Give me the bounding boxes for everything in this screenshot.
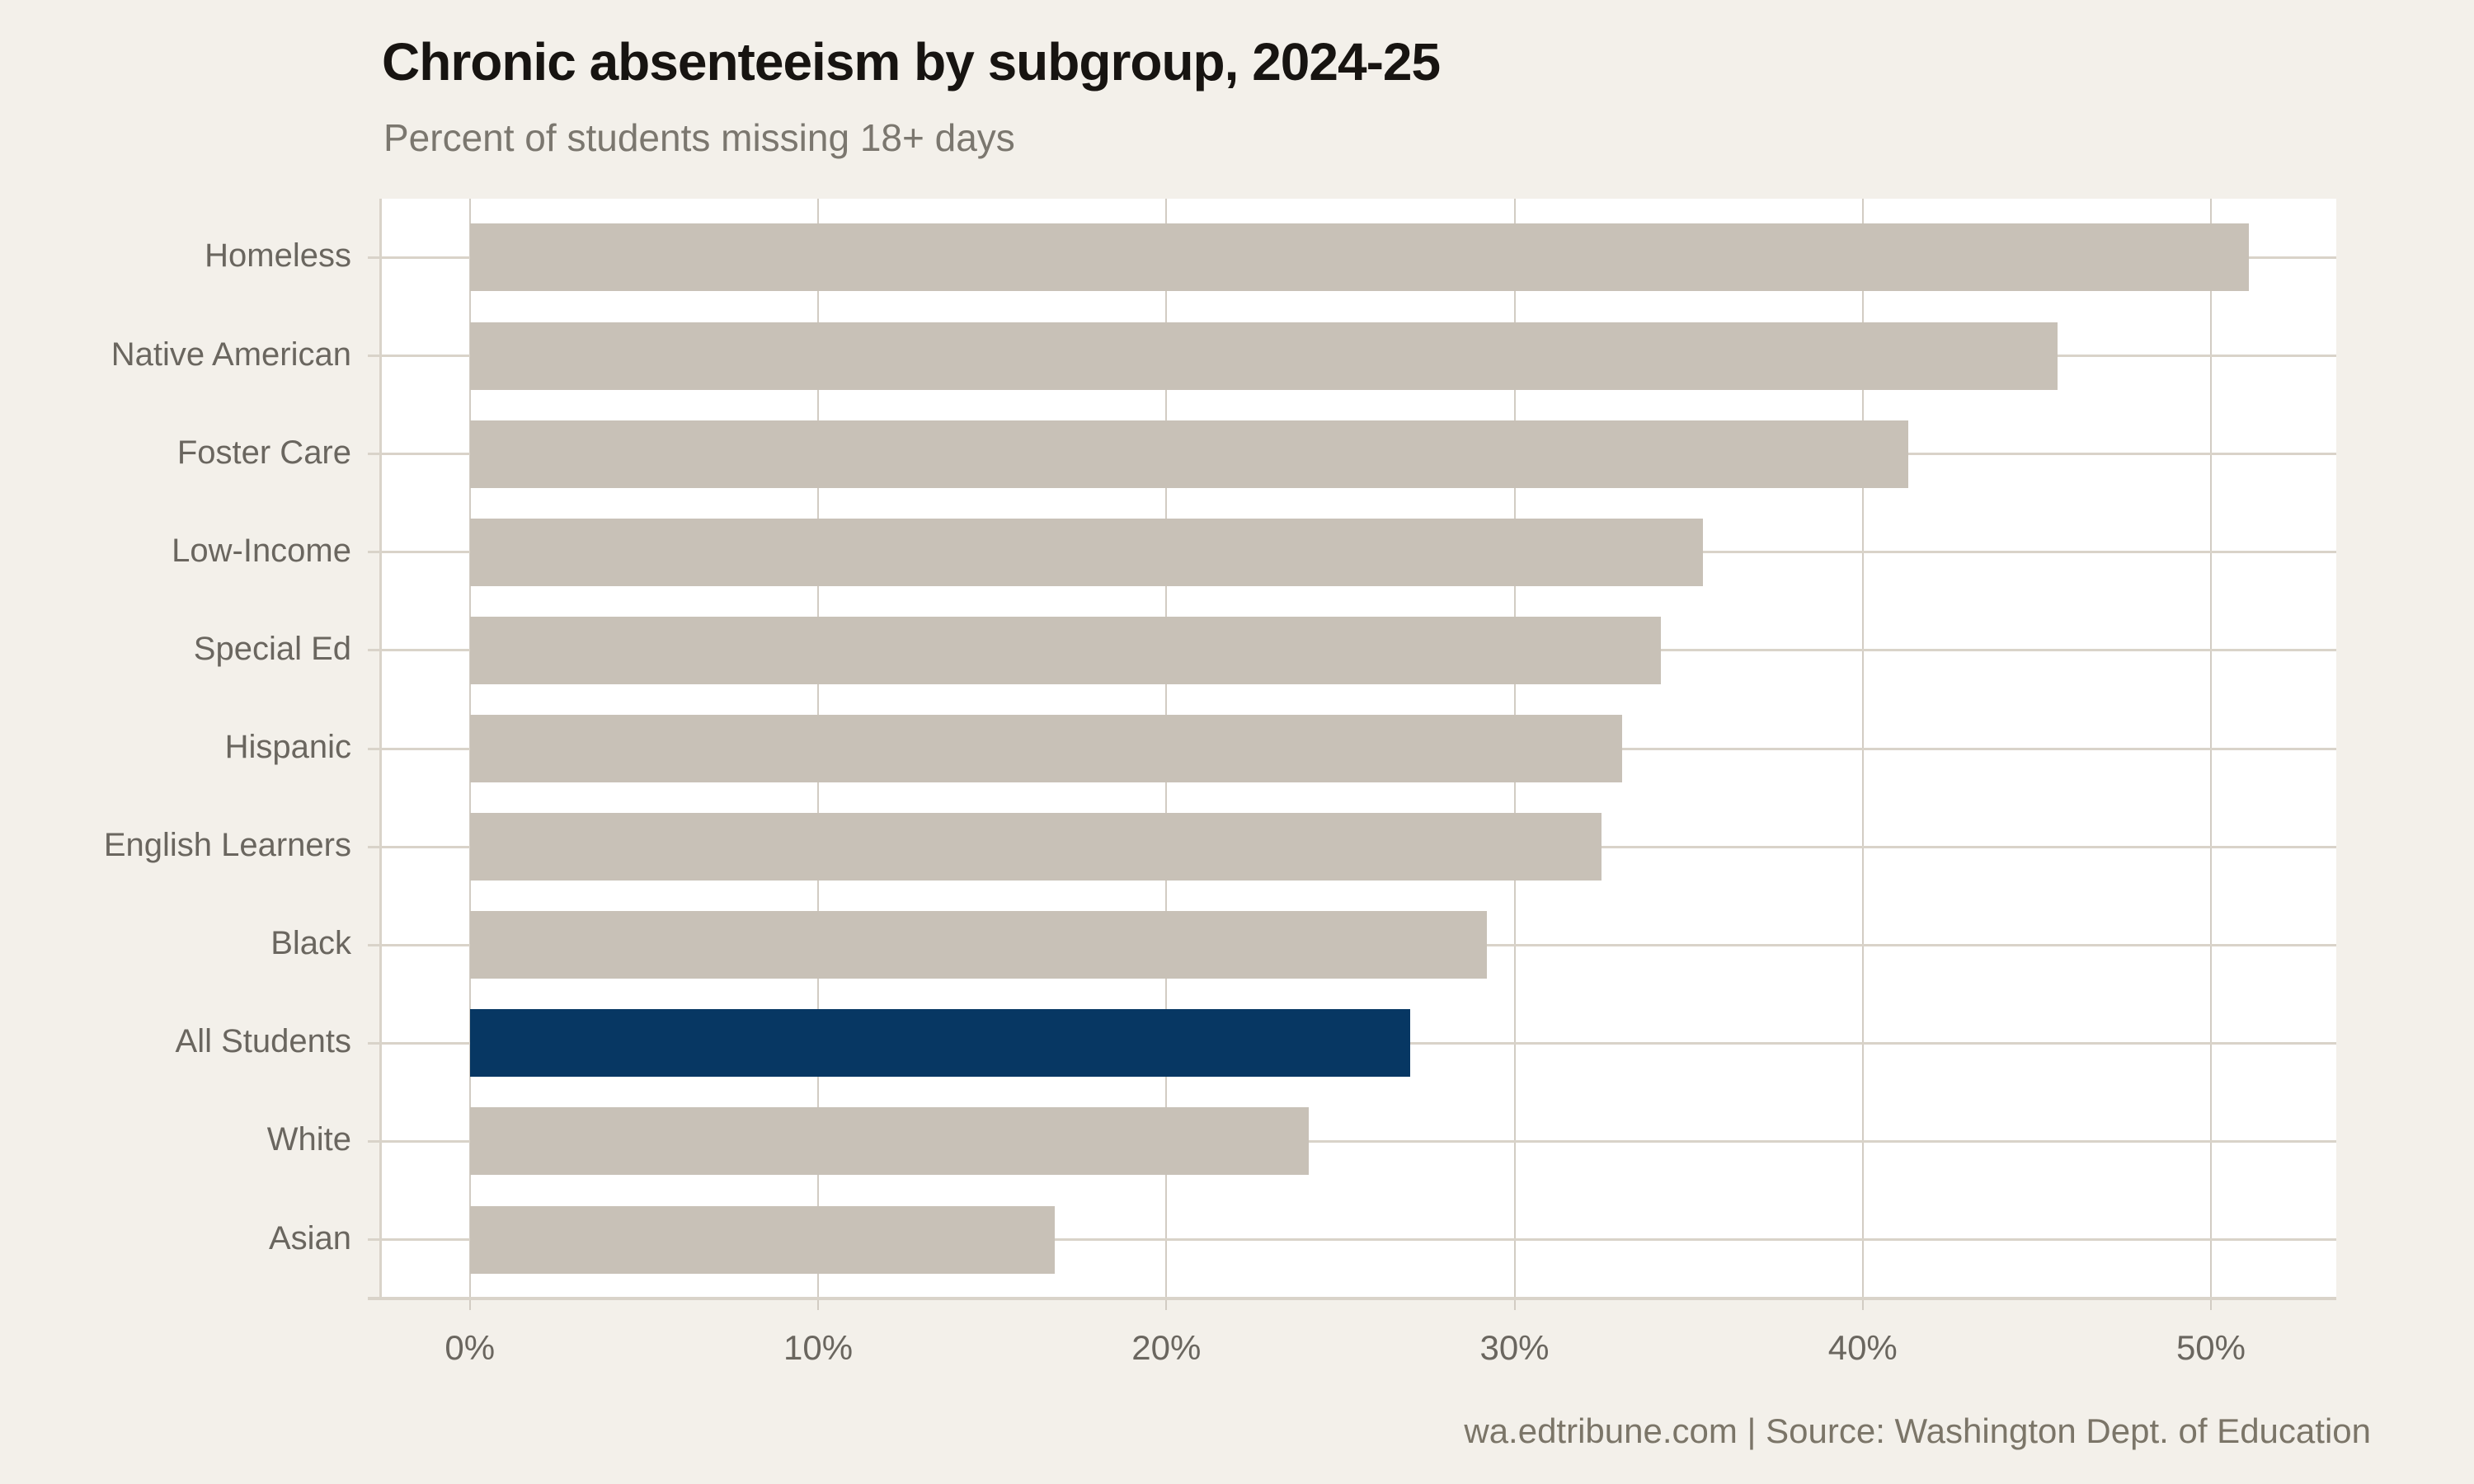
x-axis-line [368,1297,2336,1300]
x-tick-label-20: 20% [1131,1328,1202,1367]
bar-foster-care [469,420,1908,488]
x-tick-label-50: 50% [2175,1328,2246,1367]
bar-white [469,1107,1310,1176]
y-axis-label-asian: Asian [268,1219,351,1256]
bar-native-american [469,322,2058,390]
source-footer: wa.edtribune.com | Source: Washington De… [1464,1411,2371,1450]
x-tick-label-0: 0% [444,1328,496,1367]
y-axis-label-all-students: All Students [175,1023,351,1060]
bar-black [469,911,1487,979]
y-axis-label-english-learners: English Learners [103,827,351,864]
bar-asian [469,1205,1056,1274]
tick-mark-x-10 [817,1298,820,1310]
y-axis-label-native-american: Native American [111,336,351,373]
y-axis-label-white: White [266,1121,351,1158]
x-tick-label-10: 10% [783,1328,854,1367]
chart-subtitle: Percent of students missing 18+ days [383,116,1015,159]
y-axis-label-low-income: Low-Income [172,532,351,569]
y-axis-label-black: Black [270,925,351,962]
x-tick-label-40: 40% [1827,1328,1898,1367]
tick-mark-x-20 [1165,1298,1168,1310]
y-axis-label-hispanic: Hispanic [224,729,351,765]
chart-title: Chronic absenteeism by subgroup, 2024-25 [382,32,1441,92]
bar-hispanic [469,715,1623,782]
tick-mark-x-0 [468,1298,471,1310]
bar-special-ed [469,616,1661,684]
y-axis-line [379,199,382,1298]
row-line-white [368,1139,2336,1143]
x-tick-label-30: 30% [1479,1328,1550,1367]
y-axis-label-special-ed: Special Ed [193,630,351,667]
tick-mark-x-50 [2209,1298,2212,1310]
tick-mark-x-40 [1861,1298,1864,1310]
y-axis-label-homeless: Homeless [205,237,351,275]
tick-mark-x-30 [1513,1298,1516,1310]
bar-homeless [469,223,2250,292]
plot-area [368,199,2336,1310]
bar-low-income [469,518,1703,586]
y-axis-label-foster-care: Foster Care [176,434,351,471]
bar-all-students [469,1009,1410,1078]
row-line-asian [368,1238,2336,1242]
bar-english-learners [469,813,1602,881]
